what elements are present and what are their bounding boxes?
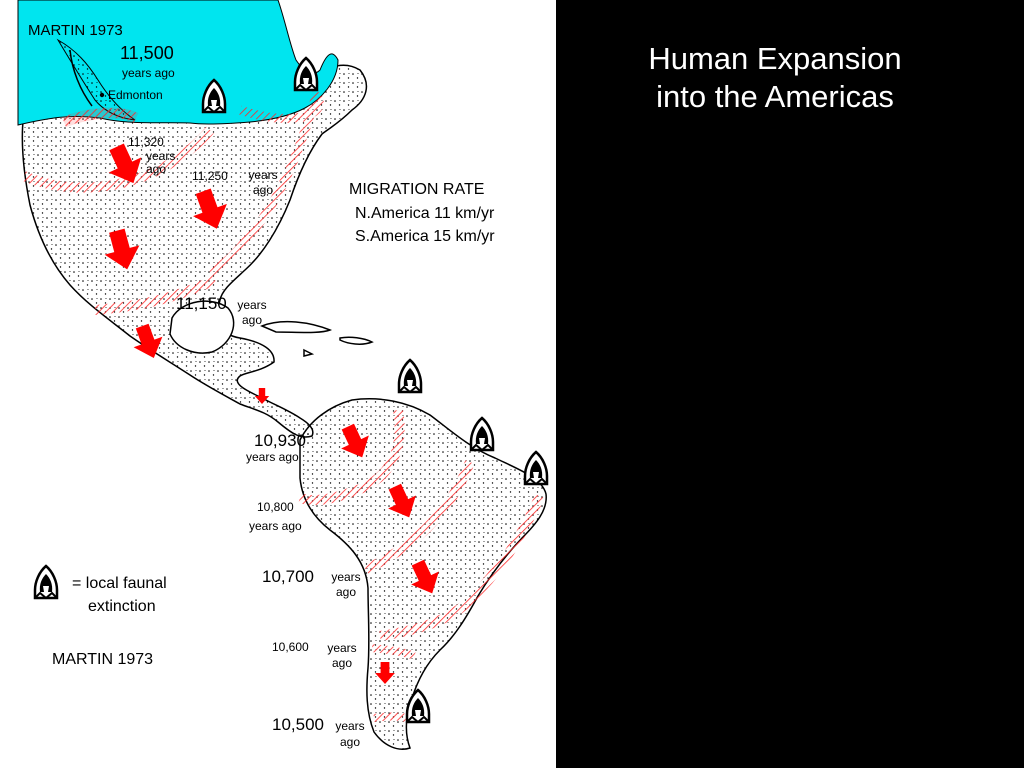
slide-title-line1: Human Expansion [648,41,902,76]
ice-sheet [17,0,339,126]
migration-rate-south: S.America 15 km/yr [355,228,495,245]
city-label-edmonton: Edmonton [108,88,163,102]
extinction-icon [397,358,423,394]
slide-title: Human Expansion into the Americas [590,40,960,116]
legend-extinction-icon [33,564,59,600]
legend-label-line2: extinction [88,598,156,615]
map-panel: MARTIN 1973 Edmonton 11,500 years ago 11… [0,0,556,768]
date-value-10600: 10,600 [272,640,309,654]
caribbean-islands [260,320,374,357]
top-credit: MARTIN 1973 [28,22,123,39]
date-value-11250: 11,250 [192,169,228,183]
date-unit-11250: years ago [248,168,278,197]
date-unit-11320: years ago [146,149,176,176]
slide-title-line2: into the Americas [656,79,894,114]
date-unit-10800: years ago [249,519,302,533]
date-unit-10700: years ago [331,570,361,599]
date-value-10700: 10,700 [262,567,314,586]
migration-rate-heading: MIGRATION RATE [349,181,485,198]
date-unit-10930: years ago [246,450,299,464]
extinction-icon [523,450,549,486]
legend-label-line1: = local faunal [72,575,167,592]
bottom-credit: MARTIN 1973 [52,651,154,668]
date-value-11500: 11,500 [120,43,174,63]
date-unit-11500: years ago [122,66,175,80]
date-value-10500: 10,500 [272,715,324,734]
edmonton-marker [99,92,105,98]
migration-fronts [22,87,545,722]
date-unit-10500: years ago [335,719,365,749]
gulf-of-mexico [169,300,235,354]
migration-map [17,0,549,750]
migration-rate-north: N.America 11 km/yr [355,205,495,222]
date-unit-11150: years ago [237,298,267,327]
extinction-icon [469,416,495,452]
date-unit-10600: years ago [327,641,357,670]
date-value-11320: 11,320 [128,135,164,149]
date-value-10800: 10,800 [257,500,294,514]
date-value-11150: 11,150 [176,294,227,313]
date-value-10930: 10,930 [254,431,306,450]
